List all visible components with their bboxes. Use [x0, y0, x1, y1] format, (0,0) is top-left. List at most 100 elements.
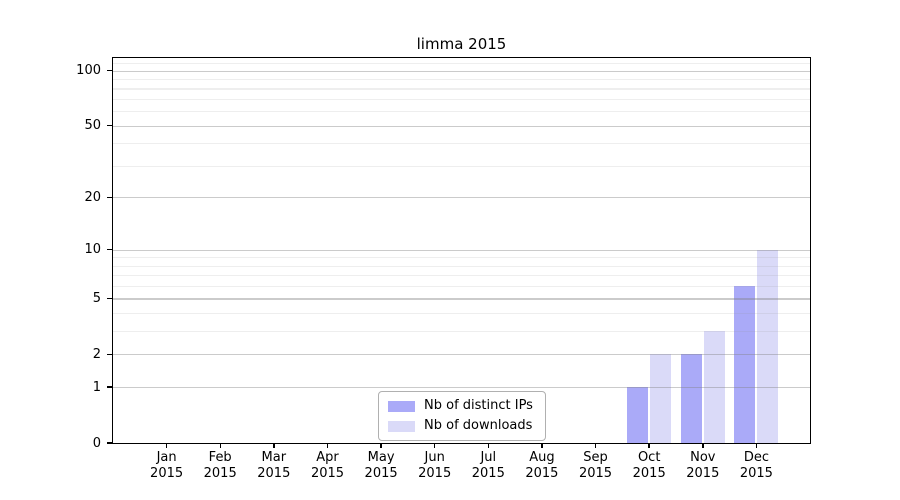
gridline-4 — [113, 313, 810, 315]
y-tick-mark-0 — [107, 442, 113, 444]
y-tick-label-1: 1 — [92, 379, 101, 395]
year-label: 2015 — [150, 466, 184, 481]
legend-swatch-downloads — [388, 420, 415, 432]
gridline-70 — [113, 99, 810, 101]
x-tick-label-oct: Oct 2015 — [613, 450, 685, 482]
month-label: Dec — [743, 450, 769, 465]
legend-swatch-distinct-ips — [388, 400, 415, 412]
year-label: 2015 — [686, 466, 720, 481]
month-label: Jan — [156, 450, 177, 465]
bar-nov-downloads — [703, 331, 725, 443]
gridline-1 — [113, 387, 810, 389]
y-tick-label-20: 20 — [84, 189, 101, 205]
legend-item-distinct-ips: Nb of distinct IPs — [388, 399, 533, 413]
bar-nov-distinct-ips — [680, 354, 702, 443]
bar-oct-downloads — [650, 354, 672, 443]
y-tick-label-0: 0 — [92, 435, 101, 451]
legend-label-distinct-ips: Nb of distinct IPs — [424, 398, 533, 413]
bar-oct-distinct-ips — [627, 387, 649, 443]
y-tick-mark-5 — [107, 297, 113, 300]
gridline-5 — [113, 298, 810, 300]
plot-area: Nb of distinct IPs Nb of downloads — [112, 57, 811, 444]
year-label: 2015 — [418, 466, 452, 481]
y-axis: 0 1 2 5 10 20 50 100 — [0, 58, 113, 451]
month-label: Mar — [261, 450, 287, 465]
y-tick-label-5: 5 — [92, 290, 101, 306]
year-label: 2015 — [578, 466, 613, 481]
x-tick-mark-apr — [326, 443, 329, 448]
gridline-110 — [113, 62, 810, 65]
y-tick-mark-100 — [107, 69, 113, 72]
gridline-9 — [113, 257, 810, 259]
gridline-100 — [113, 70, 810, 72]
x-tick-mark-mar — [273, 443, 275, 448]
gridline-8 — [113, 265, 810, 267]
y-tick-label-100: 100 — [76, 63, 101, 79]
legend: Nb of distinct IPs Nb of downloads — [378, 391, 546, 441]
gridline-6 — [113, 286, 810, 288]
gridline-3 — [113, 331, 810, 333]
gridline-30 — [113, 165, 810, 168]
gridline-10 — [113, 249, 810, 251]
bar-dec-distinct-ips — [734, 286, 756, 443]
month-label: May — [367, 450, 395, 465]
y-tick-mark-50 — [107, 124, 113, 127]
gridline-2 — [113, 354, 810, 356]
x-tick-label-jun: Jun 2015 — [399, 450, 471, 482]
x-tick-mark-aug — [541, 443, 543, 448]
gridline-50 — [113, 125, 810, 127]
month-label: Aug — [529, 450, 555, 465]
year-label: 2015 — [525, 466, 559, 481]
x-tick-label-aug: Aug 2015 — [506, 450, 578, 482]
x-axis: Jan 2015 Feb 2015 Mar 2015 Apr 2015 May 2015 Jun 20… — [113, 443, 810, 498]
x-tick-label-sep: Sep 2015 — [560, 450, 632, 482]
x-tick-mark-jul — [487, 443, 490, 448]
y-tick-mark-20 — [107, 196, 113, 199]
x-tick-label-mar: Mar 2015 — [238, 450, 310, 482]
month-label: Oct — [637, 450, 661, 465]
gridline-90 — [113, 79, 810, 81]
legend-label-downloads: Nb of downloads — [424, 418, 533, 433]
year-label: 2015 — [310, 466, 345, 481]
x-tick-mark-sep — [594, 443, 597, 448]
year-label: 2015 — [364, 466, 398, 481]
x-tick-mark-feb — [219, 443, 221, 448]
gridline-40 — [113, 143, 810, 145]
x-tick-label-jul: Jul 2015 — [452, 450, 524, 482]
legend-item-downloads: Nb of downloads — [388, 419, 533, 433]
gridline-7 — [113, 275, 810, 277]
x-tick-mark-jan — [165, 443, 168, 448]
gridline-60 — [113, 111, 810, 113]
x-tick-mark-may — [380, 443, 382, 448]
x-tick-label-dec: Dec 2015 — [720, 450, 792, 482]
month-label: Sep — [583, 450, 608, 465]
year-label: 2015 — [739, 466, 773, 481]
year-label: 2015 — [203, 466, 237, 481]
x-tick-label-may: May 2015 — [345, 450, 417, 482]
x-tick-label-nov: Nov 2015 — [667, 450, 739, 482]
year-label: 2015 — [632, 466, 666, 481]
bar-dec-downloads — [757, 249, 779, 443]
gridlines-layer — [113, 58, 810, 443]
y-tick-label-2: 2 — [92, 346, 101, 362]
month-label: Jul — [480, 450, 497, 465]
x-tick-mark-oct — [648, 443, 650, 448]
x-tick-mark-jun — [433, 443, 436, 448]
y-tick-mark-10 — [107, 248, 113, 251]
gridline-20 — [113, 197, 810, 199]
year-label: 2015 — [471, 466, 505, 481]
y-tick-mark-2 — [107, 353, 113, 356]
y-tick-label-10: 10 — [84, 242, 101, 257]
gridline-80 — [113, 88, 810, 90]
x-tick-mark-dec — [755, 443, 758, 448]
y-tick-mark-1 — [107, 386, 113, 388]
x-tick-label-jan: Jan 2015 — [131, 450, 203, 482]
bars-layer — [113, 58, 810, 443]
x-tick-label-feb: Feb 2015 — [184, 450, 256, 482]
x-tick-mark-nov — [702, 443, 704, 448]
chart-title: limma 2015 — [416, 35, 507, 53]
x-tick-label-apr: Apr 2015 — [292, 450, 364, 482]
year-label: 2015 — [257, 466, 291, 481]
month-label: Nov — [690, 450, 716, 465]
